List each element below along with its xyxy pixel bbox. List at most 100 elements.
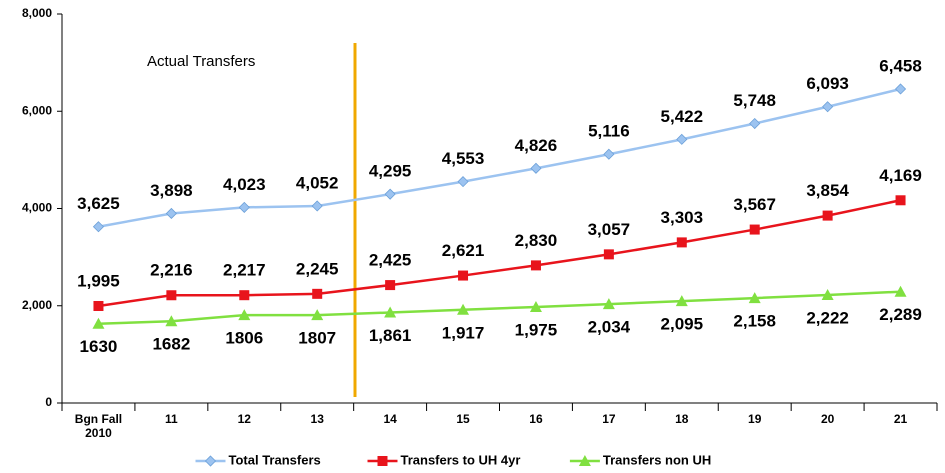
data-label: 5,422 [661, 107, 704, 126]
data-label: 3,898 [150, 181, 193, 200]
marker [377, 456, 388, 466]
marker [165, 315, 178, 327]
data-label: 2,222 [806, 308, 849, 327]
series-line [98, 290, 901, 325]
legend-label: Transfers non UH [603, 452, 711, 467]
data-label: 2,425 [369, 251, 412, 270]
data-label: 2,216 [150, 261, 193, 280]
data-label: 2,245 [296, 259, 339, 278]
legend-label: Total Transfers [229, 452, 321, 467]
marker [385, 280, 396, 291]
marker [312, 288, 323, 299]
data-label: 3,854 [806, 181, 849, 200]
marker [895, 195, 906, 206]
data-label: 2,095 [661, 315, 704, 334]
marker [675, 295, 688, 307]
marker [93, 300, 104, 311]
data-label: 3,567 [733, 195, 776, 214]
data-label: 2,830 [515, 231, 558, 250]
marker [457, 303, 470, 315]
x-tick-label: Bgn Fall 2010 [74, 412, 123, 440]
data-label: 4,553 [442, 149, 485, 168]
marker [822, 210, 833, 221]
data-label: 1,995 [77, 271, 120, 290]
data-label: 4,826 [515, 136, 558, 155]
y-tick-label: 8,000 [22, 6, 52, 20]
data-label: 6,093 [806, 74, 849, 93]
data-label: 3,625 [77, 194, 120, 213]
data-label: 5,748 [733, 91, 776, 110]
data-label: 4,023 [223, 175, 266, 194]
series: 1,995 2,216 2,217 2,245 2,425 2,621 2,830 3,057… [77, 166, 922, 311]
x-tick-label: 17 [602, 412, 616, 426]
annotation: Actual Transfers [147, 53, 255, 70]
data-label: 2,217 [223, 261, 266, 280]
data-label: 6,458 [879, 56, 922, 75]
marker [603, 249, 614, 260]
marker [529, 300, 542, 312]
marker [165, 207, 177, 220]
marker [166, 290, 177, 301]
series: 3,625 3,898 4,023 4,052 4,295 4,553 4,826 5,116… [77, 56, 922, 233]
marker [749, 117, 761, 130]
marker [92, 317, 105, 329]
marker [676, 237, 687, 248]
marker [458, 270, 469, 281]
marker [894, 285, 907, 297]
x-tick-label: 18 [675, 412, 689, 426]
marker [204, 455, 217, 467]
marker [457, 176, 469, 188]
data-label: 2,158 [733, 312, 776, 331]
marker [311, 200, 323, 212]
marker [748, 292, 761, 304]
data-label: 1806 [225, 329, 263, 348]
data-label: 1807 [298, 329, 336, 348]
marker [602, 298, 615, 310]
marker [530, 162, 542, 174]
marker [603, 148, 615, 160]
marker [821, 288, 834, 300]
data-label: 1,917 [442, 323, 485, 342]
marker [384, 306, 397, 318]
y-tick-label: 0 [45, 395, 52, 409]
marker [894, 83, 907, 95]
y-tick-label: 2,000 [22, 298, 52, 312]
y-tick-label: 6,000 [22, 103, 52, 117]
x-tick-label: 15 [456, 412, 470, 426]
marker [238, 309, 251, 321]
marker [239, 290, 250, 301]
x-tick-label: 13 [310, 412, 324, 426]
data-label: 1,861 [369, 326, 412, 345]
series-line [98, 87, 901, 228]
data-label: 4,169 [879, 166, 922, 185]
x-tick-label: 16 [529, 412, 543, 426]
legend-label: Transfers to UH 4yr [401, 452, 521, 467]
data-label: 1630 [80, 337, 118, 356]
marker [530, 260, 541, 271]
x-tick-label: 19 [748, 412, 762, 426]
data-label: 2,621 [442, 241, 485, 260]
data-label: 1,975 [515, 320, 558, 339]
x-tick-label: 21 [893, 412, 908, 426]
x-tick-label: 12 [237, 412, 251, 426]
marker [238, 201, 250, 213]
marker [676, 133, 688, 145]
data-label: 1682 [152, 335, 190, 354]
data-label: 3,303 [661, 208, 704, 227]
marker [384, 188, 396, 200]
x-tick-label: 20 [820, 412, 835, 426]
marker [311, 309, 324, 321]
data-label: 5,116 [588, 122, 630, 141]
marker [822, 101, 834, 113]
x-tick-label: 11 [165, 412, 178, 426]
data-label: 4,052 [296, 173, 339, 192]
data-label: 4,295 [369, 162, 412, 181]
series-line [98, 199, 901, 308]
marker [578, 455, 591, 466]
data-label: 2,034 [588, 318, 631, 337]
data-label: 2,289 [879, 305, 922, 324]
marker [92, 221, 105, 233]
y-tick-label: 4,000 [22, 201, 52, 215]
